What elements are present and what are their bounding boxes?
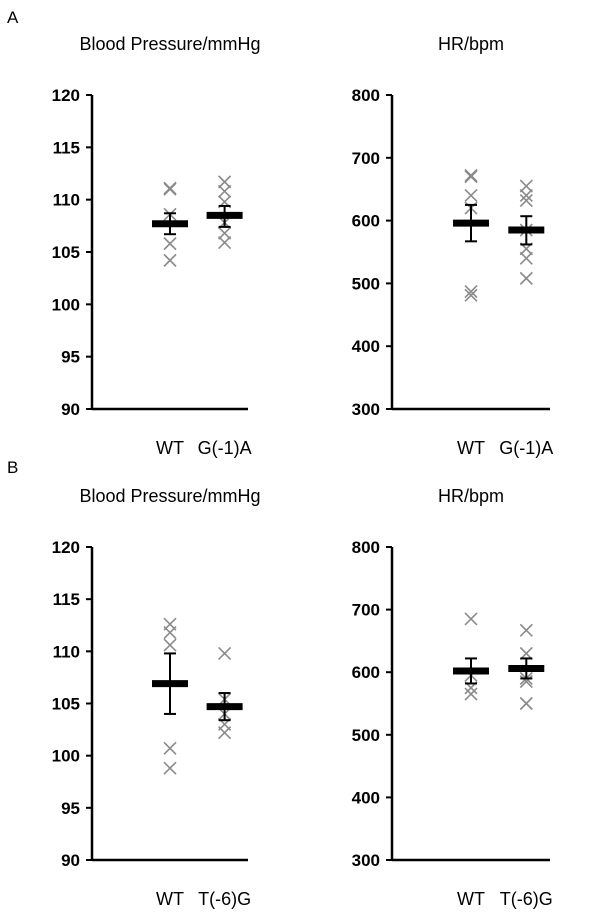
y-tick-label: 105 — [52, 243, 80, 262]
x-category-label: T(-6)G — [198, 889, 251, 909]
y-tick-label: 800 — [352, 86, 380, 105]
x-category-label: WT — [457, 889, 485, 909]
chart-title: HR/bpm — [438, 486, 504, 506]
data-point — [218, 226, 232, 240]
y-tick-label: 95 — [61, 799, 80, 818]
x-category-label: WT — [457, 438, 485, 458]
y-tick-label: 90 — [61, 400, 80, 419]
data-point — [519, 251, 533, 265]
data-point — [519, 179, 533, 193]
y-tick-label: 800 — [352, 538, 380, 557]
y-tick-label: 500 — [352, 726, 380, 745]
hr-chart-b: HR/bpm 300 400 500 600 700 800 WT T(-6)G — [352, 486, 553, 909]
data-point — [519, 193, 533, 208]
data-point — [218, 726, 232, 740]
data-point — [519, 271, 533, 285]
data-point — [519, 188, 533, 203]
bp-chart-b: Blood Pressure/mmHg 90 95 100 105 110 115 120 WT… — [52, 486, 261, 909]
data-point — [163, 237, 177, 251]
y-tick-label: 700 — [352, 149, 380, 168]
data-point — [464, 188, 478, 203]
y-tick-label: 120 — [52, 538, 80, 557]
y-tick-label: 500 — [352, 274, 380, 293]
y-tick-label: 110 — [53, 642, 80, 661]
x-category-label: G(-1)A — [198, 438, 252, 458]
data-point — [163, 253, 177, 267]
chart-title: Blood Pressure/mmHg — [79, 34, 260, 54]
y-tick-label: 300 — [352, 400, 380, 419]
y-tick-label: 95 — [61, 348, 80, 367]
data-point — [163, 182, 177, 196]
x-category-label: WT — [156, 889, 184, 909]
panel-label-a: A — [7, 8, 19, 27]
data-point — [464, 168, 478, 182]
y-tick-label: 120 — [52, 86, 80, 105]
data-point — [464, 284, 478, 299]
data-point — [218, 175, 232, 189]
data-point — [464, 687, 478, 701]
data-point — [464, 612, 478, 626]
data-point — [519, 623, 533, 637]
chart-title: HR/bpm — [438, 34, 504, 54]
y-tick-label: 105 — [52, 695, 80, 714]
y-tick-label: 300 — [352, 851, 380, 870]
data-point — [519, 646, 533, 660]
y-tick-label: 400 — [352, 788, 380, 807]
data-point — [163, 761, 177, 775]
y-tick-label: 100 — [52, 295, 80, 314]
y-tick-label: 600 — [352, 663, 380, 682]
y-tick-label: 90 — [61, 851, 80, 870]
y-tick-label: 115 — [53, 138, 80, 157]
data-point — [464, 288, 478, 302]
y-tick-label: 110 — [53, 191, 80, 210]
data-point — [218, 184, 232, 198]
data-point — [163, 741, 177, 755]
y-tick-label: 400 — [352, 337, 380, 356]
bp-chart-a: Blood Pressure/mmHg 90 95 100 105 110 115 120 WT… — [52, 34, 261, 458]
x-category-label: WT — [156, 438, 184, 458]
y-tick-label: 700 — [352, 601, 380, 620]
data-point — [163, 638, 177, 652]
y-tick-label: 100 — [52, 747, 80, 766]
data-point — [519, 696, 533, 711]
x-category-label: T(-6)G — [500, 889, 553, 909]
hr-chart-a: HR/bpm 300 400 500 600 700 800 WT G(-1)A — [352, 34, 554, 458]
data-point — [464, 170, 478, 184]
data-point — [218, 236, 232, 250]
panel-label-b: B — [7, 458, 19, 477]
data-point — [163, 625, 177, 640]
chart-title: Blood Pressure/mmHg — [79, 486, 260, 506]
data-point — [218, 646, 232, 660]
x-category-label: G(-1)A — [499, 438, 553, 458]
y-tick-label: 115 — [53, 590, 80, 609]
y-tick-label: 600 — [352, 212, 380, 231]
